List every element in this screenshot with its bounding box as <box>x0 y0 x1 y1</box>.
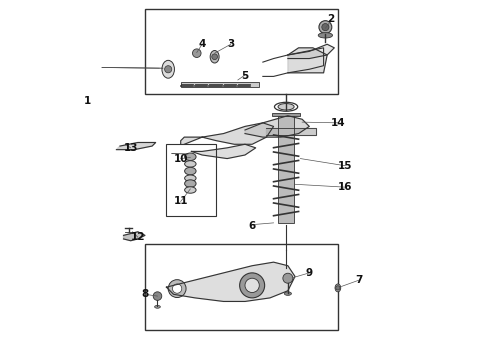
Circle shape <box>212 54 218 60</box>
Polygon shape <box>123 232 145 241</box>
Text: 5: 5 <box>242 71 248 81</box>
Bar <box>181 82 259 87</box>
Text: 16: 16 <box>338 182 352 192</box>
Text: 3: 3 <box>227 39 234 49</box>
Ellipse shape <box>185 180 196 187</box>
Ellipse shape <box>185 167 196 175</box>
Circle shape <box>168 280 186 297</box>
Polygon shape <box>192 144 256 158</box>
Circle shape <box>322 23 329 31</box>
Circle shape <box>336 286 340 290</box>
Circle shape <box>165 66 172 73</box>
Polygon shape <box>267 128 317 135</box>
Circle shape <box>193 49 201 58</box>
Text: 7: 7 <box>356 275 363 285</box>
Polygon shape <box>288 44 334 59</box>
Text: 8: 8 <box>141 289 148 299</box>
Circle shape <box>245 278 259 293</box>
Ellipse shape <box>185 161 196 167</box>
Polygon shape <box>167 262 295 301</box>
Bar <box>145 9 338 94</box>
Ellipse shape <box>284 292 292 296</box>
Circle shape <box>283 273 293 283</box>
Circle shape <box>153 292 162 300</box>
Text: 2: 2 <box>327 14 334 24</box>
Ellipse shape <box>162 60 174 78</box>
Text: 4: 4 <box>198 39 206 49</box>
Text: 6: 6 <box>248 221 256 231</box>
Bar <box>145 244 338 330</box>
Ellipse shape <box>210 50 219 63</box>
Circle shape <box>319 21 332 33</box>
Text: 11: 11 <box>173 197 188 206</box>
Polygon shape <box>117 143 156 150</box>
Text: 10: 10 <box>173 154 188 163</box>
Ellipse shape <box>318 33 333 38</box>
Circle shape <box>240 273 265 298</box>
Ellipse shape <box>155 305 160 308</box>
Bar <box>167 144 217 216</box>
Bar <box>278 116 294 223</box>
Text: 13: 13 <box>123 143 138 153</box>
Polygon shape <box>245 116 309 137</box>
Ellipse shape <box>278 104 294 110</box>
Text: 9: 9 <box>306 268 313 278</box>
Bar <box>272 113 300 116</box>
Ellipse shape <box>185 175 196 181</box>
Ellipse shape <box>335 284 341 292</box>
Polygon shape <box>288 48 327 73</box>
Text: 15: 15 <box>338 161 352 171</box>
Ellipse shape <box>185 187 196 193</box>
Ellipse shape <box>185 153 196 161</box>
Text: 1: 1 <box>84 96 92 107</box>
Circle shape <box>172 284 182 293</box>
Text: 14: 14 <box>331 118 345 128</box>
Polygon shape <box>181 123 273 144</box>
Text: 12: 12 <box>130 232 145 242</box>
